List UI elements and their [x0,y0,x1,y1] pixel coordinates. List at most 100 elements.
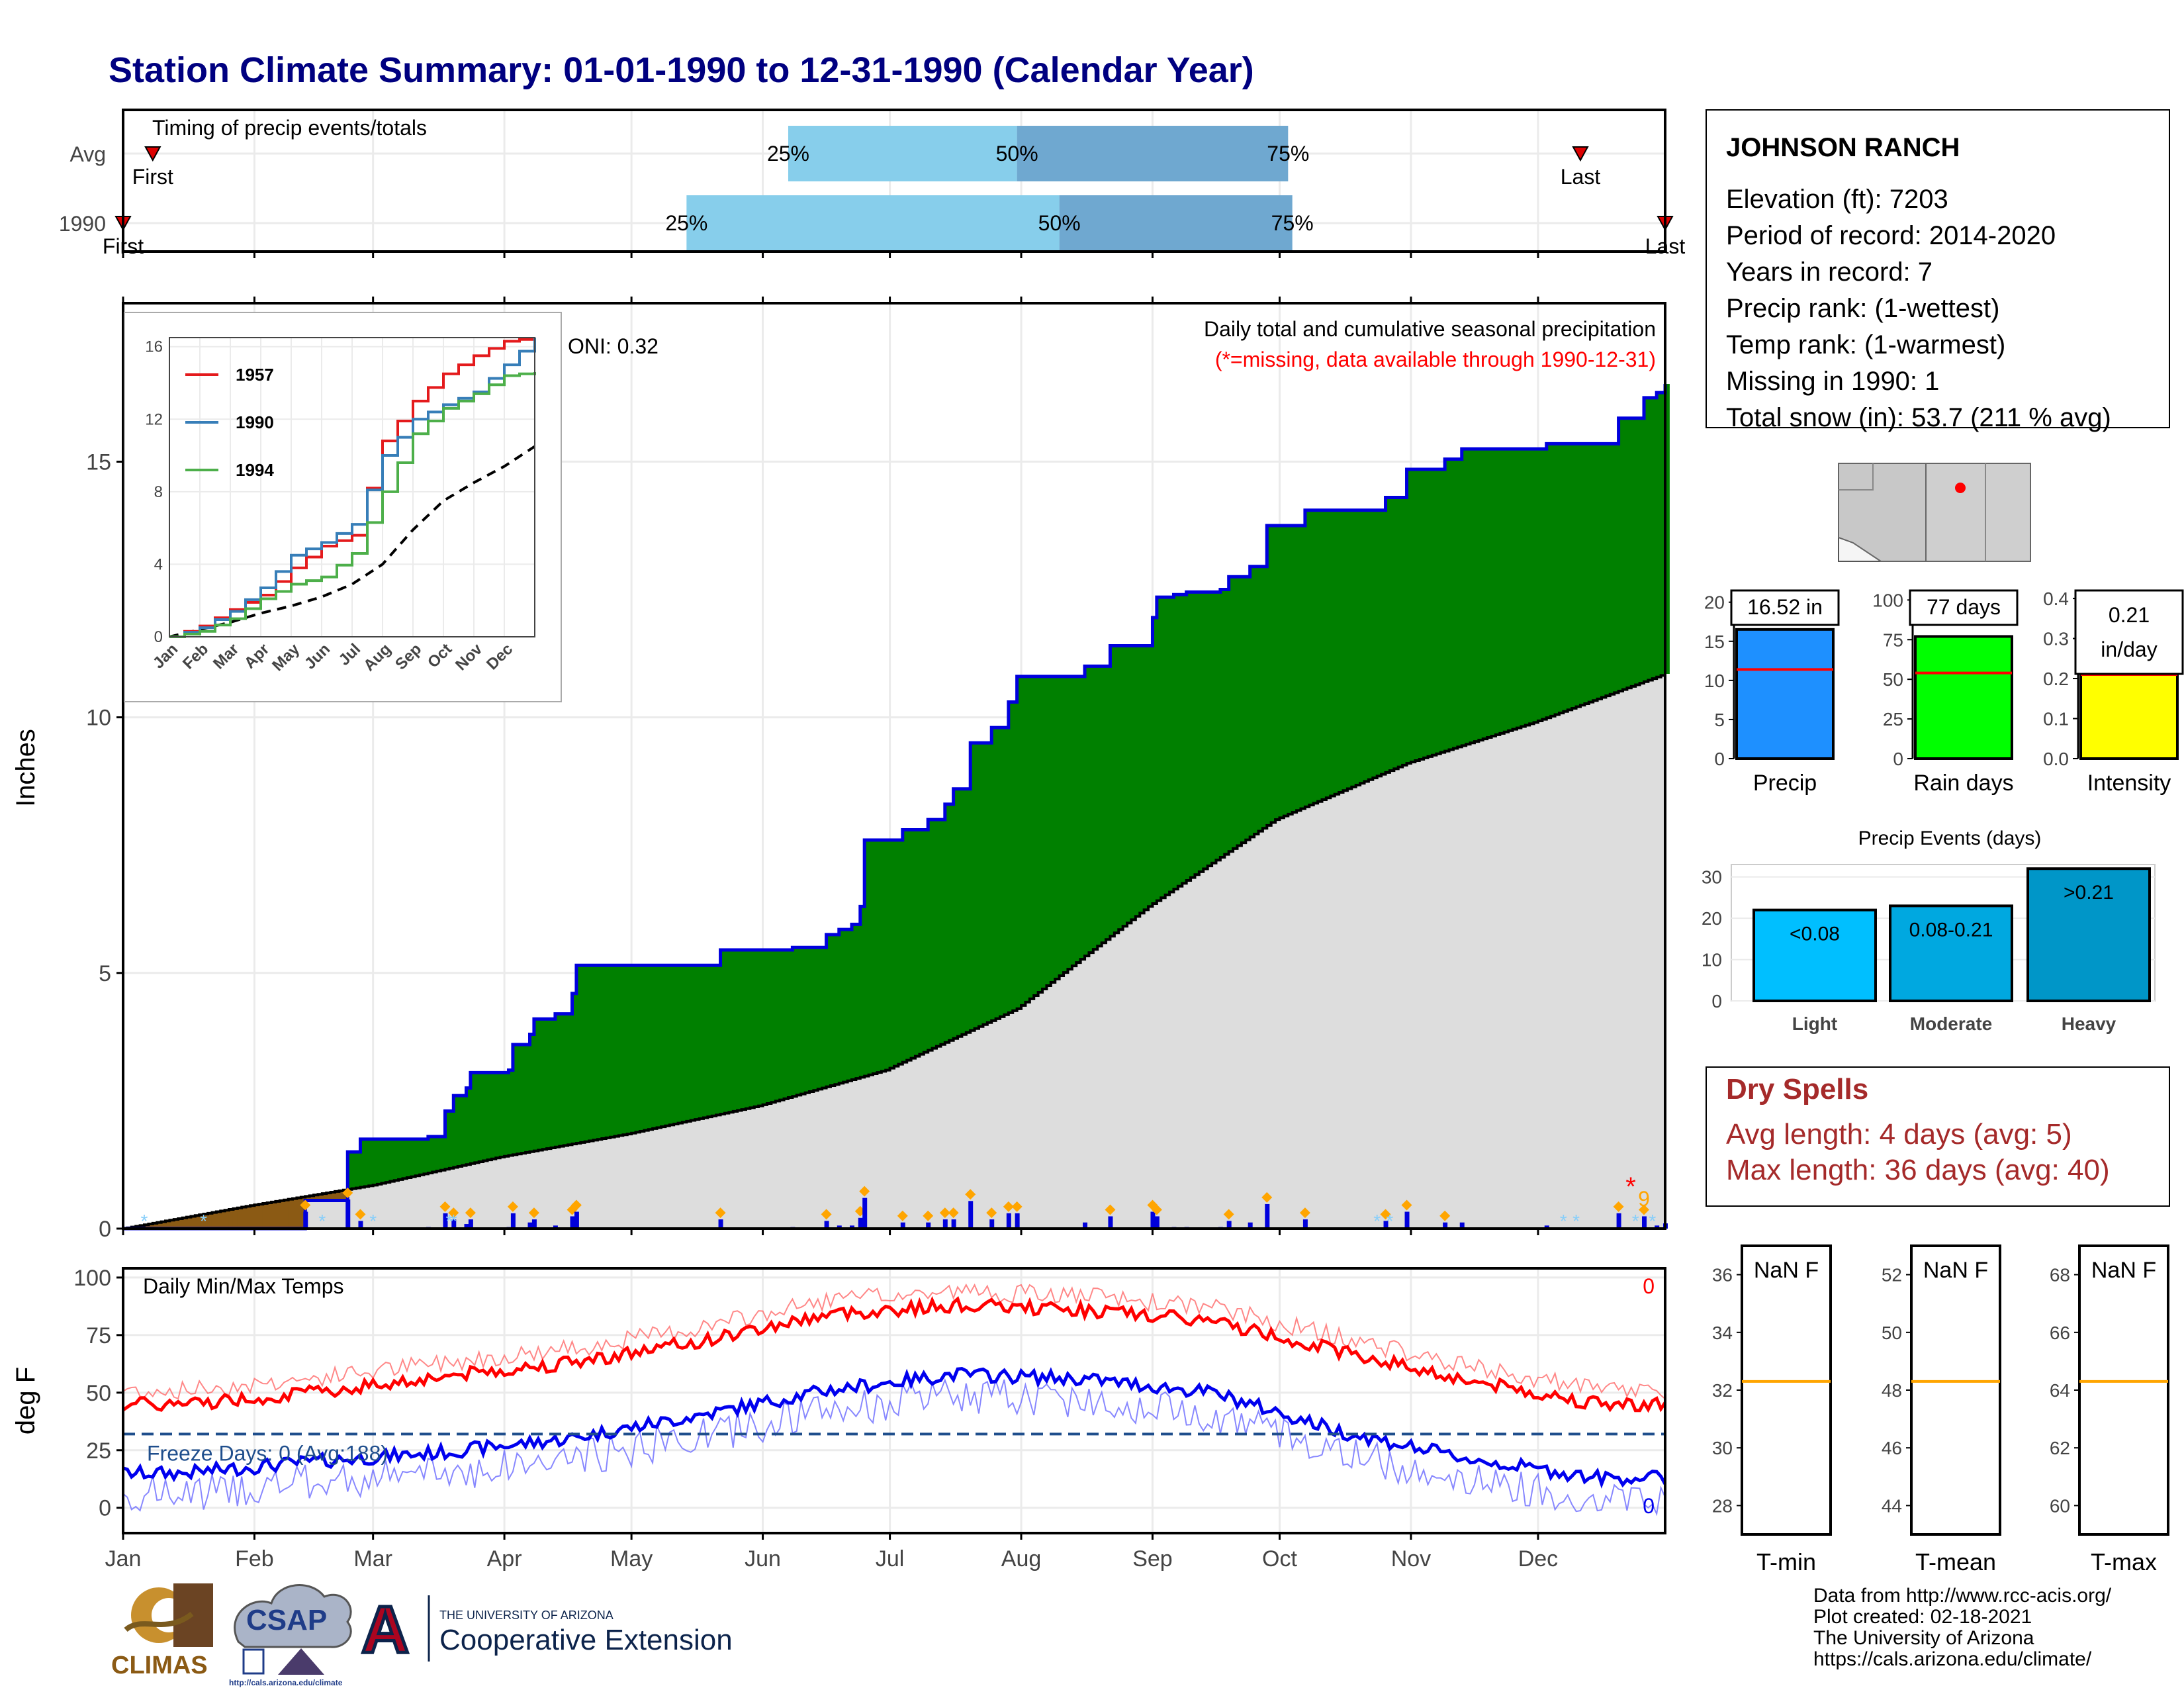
temp-ytick-label: 25 [86,1438,111,1464]
station-temp-rank: Temp rank: (1-warmest) [1726,330,2005,359]
heavy-event-marker [1638,1204,1649,1215]
deficit-band [296,1197,302,1229]
daily-precip-bar [531,1219,537,1229]
precip-ytick-label: 15 [86,449,111,475]
surplus-band [1622,418,1627,690]
events-bar-label: <0.08 [1790,923,1840,945]
station-total-snow: Total snow (in): 53.7 (211 % avg) [1726,403,2111,432]
surplus-band [1567,444,1572,710]
surplus-band [1173,594,1179,890]
summary-name-Rain days: Rain days [1913,771,2013,796]
station-years: Years in record: 7 [1726,258,1933,287]
summary-bar-2 [2079,673,2179,760]
month-label-Sep: Sep [1132,1546,1173,1571]
temp-ytick-label: 0 [99,1496,111,1521]
surplus-band [1017,676,1022,1009]
deficit-band [271,1201,276,1229]
surplus-band [377,1139,382,1184]
surplus-band [686,965,692,1121]
surplus-band [1084,666,1089,957]
snow-marker: * [1560,1211,1567,1231]
events-bar-label: 0.08-0.21 [1909,919,1993,941]
surplus-band [559,1013,565,1147]
surplus-band [1012,702,1018,1011]
surplus-band [800,947,806,1094]
daily-precip-bar [1265,1203,1270,1229]
surplus-band [1402,497,1408,765]
surplus-band [1266,525,1272,825]
surplus-band [648,965,653,1130]
summary-bar-1 [1914,635,2013,760]
surplus-band [1555,444,1560,715]
deficit-band [309,1196,314,1201]
surplus-band [889,839,895,1068]
surplus-band [1338,510,1344,792]
surplus-band [1160,597,1166,898]
surplus-band [495,1072,501,1158]
deficit-band [246,1206,251,1229]
surplus-band [618,965,623,1136]
daily-precip-bar [862,1197,868,1229]
heavy-event-marker [1439,1210,1451,1221]
station-missing: Missing in 1990: 1 [1726,367,1939,396]
surplus-band [359,1139,365,1188]
surplus-band [842,929,848,1082]
daily-precip-bar [858,1217,863,1229]
deficit-band [258,1204,263,1229]
surplus-band [1080,676,1085,960]
deficit-band [330,1192,336,1201]
surplus-band [830,934,835,1086]
surplus-band [1300,525,1306,809]
month-label-Jan: Jan [105,1546,142,1571]
surplus-band [775,950,780,1102]
surplus-band [893,839,899,1066]
average-cumulative-line [123,673,1666,1230]
timing-p75-label: 75% [1271,211,1314,235]
page-title: Station Climate Summary: 01-01-1990 to 1… [109,50,1254,90]
surplus-band [673,965,679,1125]
station-name: JOHNSON RANCH [1726,133,1960,162]
surplus-band [631,965,637,1133]
surplus-band [940,820,946,1045]
surplus-band [1516,449,1522,728]
csap-logo: CSAP http://cals.arizona.edu/climate [229,1584,352,1687]
surplus-band [999,727,1005,1017]
surplus-band [381,1139,387,1184]
surplus-band [970,743,976,1031]
snow-marker: * [369,1211,377,1231]
surplus-band [669,965,674,1125]
deficit-band [156,1222,162,1229]
surplus-band [1207,592,1212,867]
month-label-Aug: Aug [1001,1546,1042,1571]
surplus-band [1003,727,1009,1015]
surplus-band [610,965,615,1137]
surplus-band [826,934,831,1087]
daily-precip-bar [942,1219,948,1229]
surplus-band [529,1034,535,1152]
surplus-band [1114,645,1119,933]
surplus-band [699,965,704,1119]
heavy-event-marker [1011,1201,1023,1212]
temp-box-T-max [2078,1244,2169,1536]
deficit-band [338,1190,344,1201]
observed-cumulative-line [123,384,1667,1231]
surplus-band [521,1044,526,1154]
surplus-band [406,1139,412,1178]
daily-precip-bar [1302,1219,1308,1229]
temp-box-value: NaN F [1923,1258,1988,1283]
timing-label: Timing of precip events/totals [152,116,427,140]
precip-ytick-label: 0 [99,1217,111,1242]
month-axis: Jan Feb Mar Apr May Jun Jul Aug Sep Oct Nov Dec [105,1533,1558,1571]
surplus-band [1063,676,1068,973]
surplus-band [627,965,632,1135]
surplus-band [834,934,840,1085]
daily-precip-bar [951,1219,956,1229]
surplus-band [1652,397,1657,679]
surplus-band [881,839,886,1072]
deficit-band [288,1199,293,1229]
temp-ytick-label: 100 [73,1266,111,1291]
surplus-band [1105,666,1111,940]
month-label-Apr: Apr [487,1546,522,1571]
surplus-band [1364,510,1369,782]
